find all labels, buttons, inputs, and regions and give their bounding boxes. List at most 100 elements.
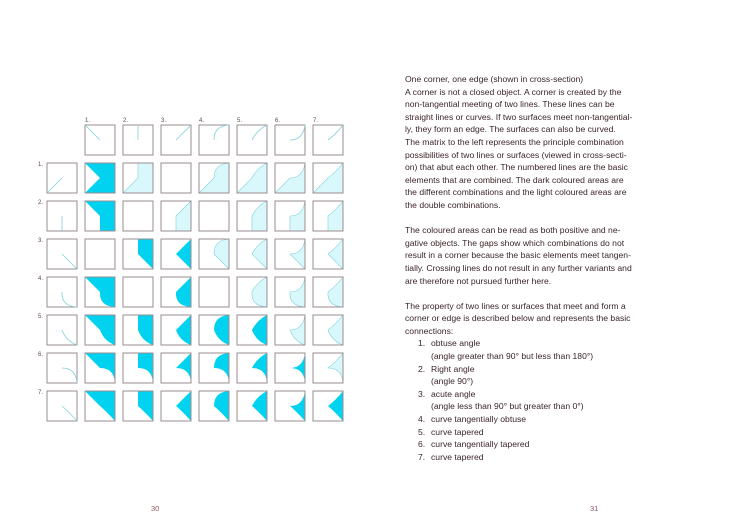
text-line: straight lines or curves. If two surface…: [405, 111, 633, 122]
dark-area: [252, 391, 267, 421]
list-number: 1.: [418, 338, 426, 349]
row-label: 3.: [38, 238, 43, 244]
combination-cell-light: [198, 238, 230, 270]
dark-area: [85, 277, 115, 307]
combination-cell-dark: [236, 352, 268, 384]
cell-border: [274, 314, 306, 346]
row-label: 4.: [38, 276, 43, 282]
page-number-left: 30: [151, 504, 160, 513]
column-label: 4.: [199, 118, 204, 124]
dark-area: [138, 353, 153, 383]
cell-border: [198, 352, 230, 384]
combination-cell-light: [312, 162, 344, 194]
dark-area: [85, 315, 115, 345]
combination-cell-light: [236, 238, 268, 270]
cell-border: [122, 238, 154, 270]
cell-border: [274, 162, 306, 194]
cell-border: [84, 162, 116, 194]
combination-cell-empty: [84, 238, 116, 270]
dark-area: [138, 239, 153, 269]
text-line: non-tangential meeting of two lines. The…: [405, 99, 615, 110]
combination-cell-dark: [236, 390, 268, 422]
dark-area: [290, 353, 305, 383]
column-element-cell: [84, 124, 116, 156]
cell-border: [236, 238, 268, 270]
combination-cell-dark: [84, 390, 116, 422]
cell-border: [274, 200, 306, 232]
cell-border: [312, 314, 344, 346]
column-element-cell: [274, 124, 306, 156]
list-item: 6. curve tangentially tapered: [405, 438, 632, 451]
cell-border: [236, 276, 268, 308]
list-number: 3.: [418, 388, 426, 399]
dark-area: [176, 353, 191, 383]
dark-area: [328, 391, 343, 421]
combination-cell-light: [312, 238, 344, 270]
text-line: elements that are combined. The dark col…: [405, 174, 624, 185]
dark-area: [85, 201, 115, 231]
light-area: [289, 314, 306, 346]
text-line: The coloured areas can be read as both p…: [405, 225, 621, 236]
combination-cell-light: [312, 314, 344, 346]
dark-area: [290, 391, 305, 421]
column-element-cell: [198, 124, 230, 156]
list-item: 7. curve tapered: [405, 451, 632, 464]
element-line: [46, 177, 63, 194]
row-label: 2.: [38, 200, 43, 206]
cell-border: [274, 276, 306, 308]
element-line: [61, 291, 78, 308]
cell-border: [236, 352, 268, 384]
cell-border: [84, 314, 116, 346]
combination-cell-dark: [274, 390, 306, 422]
list-number: 7.: [418, 451, 426, 462]
row-element-cell: [46, 162, 78, 194]
element-line: [175, 124, 192, 141]
cell-border: [122, 200, 154, 232]
dark-area: [214, 315, 229, 345]
element-line: [327, 124, 344, 141]
cell-border: [312, 390, 344, 422]
combination-cell-light: [274, 276, 306, 308]
dark-area: [138, 391, 153, 421]
combination-cell-empty: [122, 276, 154, 308]
row-element-cell: [46, 314, 78, 346]
combination-cell-dark: [198, 390, 230, 422]
cell-border: [84, 200, 116, 232]
dark-area: [214, 391, 229, 421]
combination-cell-light: [274, 162, 306, 194]
text-line: connections:: [405, 325, 454, 336]
combination-cell-dark: [84, 276, 116, 308]
list-item: 5. curve tapered: [405, 426, 632, 439]
cell-border: [84, 276, 116, 308]
combination-cell-dark: [160, 314, 192, 346]
row-label: 1.: [38, 162, 43, 168]
column-element-cell: [122, 124, 154, 156]
combination-cell-light: [236, 162, 268, 194]
column-element-cell: [312, 124, 344, 156]
cell-border: [160, 352, 192, 384]
combination-cell-light: [122, 162, 154, 194]
combination-cell-empty: [122, 200, 154, 232]
dark-area: [252, 353, 267, 383]
corner-matrix: 1. 2. 3. 4. 5. 6. 7. 1. 2. 3. 4. 5. 6. 7.: [38, 118, 344, 422]
column-element-cell: [236, 124, 268, 156]
combination-cell-light: [160, 200, 192, 232]
list-item-label: curve tangentially obtuse: [431, 414, 527, 425]
cell-border: [160, 276, 192, 308]
cell-border: [122, 314, 154, 346]
cell-border: [160, 162, 192, 194]
dark-area: [176, 391, 191, 421]
cell-border: [198, 276, 230, 308]
text-line: possibilities of two lines or surfaces (…: [405, 149, 627, 160]
cell-border: [160, 200, 192, 232]
text-line: tially. Crossing lines do not result in …: [405, 262, 632, 273]
column-label: 2.: [123, 118, 128, 124]
list-item-label: Right angle: [431, 363, 475, 374]
combination-cell-light: [312, 276, 344, 308]
light-area: [289, 276, 306, 308]
dark-area: [85, 353, 115, 383]
list-item: 1. obtuse angle: [405, 337, 632, 350]
cell-border: [236, 390, 268, 422]
cell-border: [312, 352, 344, 384]
list-item-label: curve tapered: [431, 426, 484, 437]
